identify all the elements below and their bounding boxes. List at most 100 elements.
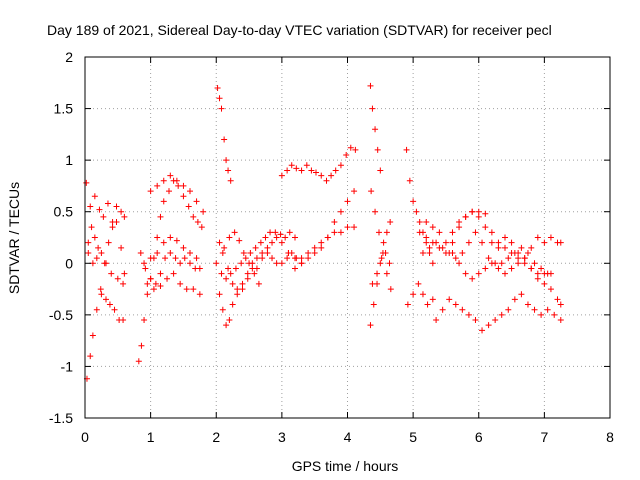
data-point — [308, 167, 315, 174]
data-point — [456, 219, 463, 226]
data-point — [429, 260, 436, 267]
y-tick-label: 1 — [65, 152, 73, 168]
data-point — [462, 270, 469, 277]
data-point — [198, 224, 205, 231]
data-point — [157, 270, 164, 277]
data-point — [249, 260, 256, 267]
data-point — [372, 126, 379, 133]
data-point — [190, 286, 197, 293]
data-point — [387, 286, 394, 293]
data-point — [251, 270, 258, 277]
data-point — [160, 239, 167, 246]
data-point — [221, 136, 228, 143]
data-point — [278, 239, 285, 246]
data-point — [544, 306, 551, 313]
data-point — [386, 260, 393, 267]
data-point — [352, 146, 359, 153]
data-point — [98, 249, 105, 256]
data-point — [557, 239, 564, 246]
data-point — [286, 229, 293, 236]
data-point — [223, 157, 230, 164]
data-point — [147, 275, 154, 282]
data-point — [229, 280, 236, 287]
data-point — [528, 265, 535, 272]
series-arc-g — [141, 234, 200, 267]
series-arc-l — [213, 229, 298, 282]
data-point — [442, 239, 449, 246]
data-point — [114, 275, 121, 282]
data-point — [485, 255, 492, 262]
data-point — [164, 275, 171, 282]
series-arc-w — [404, 280, 436, 308]
data-point — [91, 234, 98, 241]
data-point — [219, 249, 226, 256]
data-point — [318, 244, 325, 251]
data-point — [498, 260, 505, 267]
data-point — [218, 270, 225, 277]
data-point — [196, 265, 203, 272]
data-point — [236, 237, 243, 244]
data-point — [118, 208, 125, 215]
data-point — [541, 280, 548, 287]
series-arc-e — [135, 177, 205, 365]
data-point — [502, 234, 508, 241]
data-point — [472, 317, 479, 324]
data-point — [252, 244, 259, 251]
data-point — [216, 291, 223, 298]
data-point — [157, 213, 164, 220]
data-point — [551, 311, 558, 318]
data-point — [541, 270, 548, 277]
data-point — [370, 301, 377, 308]
data-point — [479, 239, 486, 246]
data-point — [508, 265, 515, 272]
data-point — [292, 234, 298, 241]
data-point — [144, 280, 151, 287]
data-point — [167, 172, 174, 179]
data-point — [382, 249, 389, 256]
x-tick-label: 3 — [278, 429, 286, 445]
x-tick-label: 7 — [540, 429, 548, 445]
data-point — [157, 282, 164, 289]
data-point — [337, 229, 344, 236]
data-point — [223, 322, 230, 329]
data-point — [404, 301, 411, 308]
data-point — [337, 208, 344, 215]
data-point — [240, 249, 247, 256]
data-point — [547, 234, 554, 241]
data-point — [173, 177, 180, 184]
data-point — [95, 244, 102, 251]
data-point — [120, 317, 127, 324]
data-point — [446, 249, 453, 256]
data-point — [469, 208, 476, 215]
data-point — [221, 244, 228, 251]
data-point — [167, 249, 174, 256]
data-point — [538, 265, 545, 272]
data-point — [180, 193, 187, 200]
data-point — [313, 169, 319, 176]
data-point — [452, 255, 459, 262]
data-point — [515, 255, 522, 262]
data-point — [377, 260, 384, 267]
data-point — [292, 265, 298, 272]
x-tick-label: 5 — [409, 429, 417, 445]
data-point — [269, 239, 276, 246]
data-point — [244, 275, 251, 282]
data-point — [372, 208, 379, 215]
data-point — [177, 280, 184, 287]
data-point — [285, 249, 292, 256]
data-point — [118, 244, 125, 251]
data-point — [495, 244, 502, 251]
data-point — [120, 280, 127, 287]
data-point — [387, 219, 394, 226]
data-point — [479, 327, 486, 334]
data-point — [344, 224, 351, 231]
data-point — [104, 200, 111, 207]
data-point — [231, 229, 238, 236]
data-point — [298, 260, 305, 267]
data-point — [173, 237, 180, 244]
data-point — [475, 270, 482, 277]
data-point — [91, 193, 98, 200]
data-point — [368, 188, 375, 195]
data-point — [485, 322, 492, 329]
x-tick-label: 8 — [606, 429, 614, 445]
